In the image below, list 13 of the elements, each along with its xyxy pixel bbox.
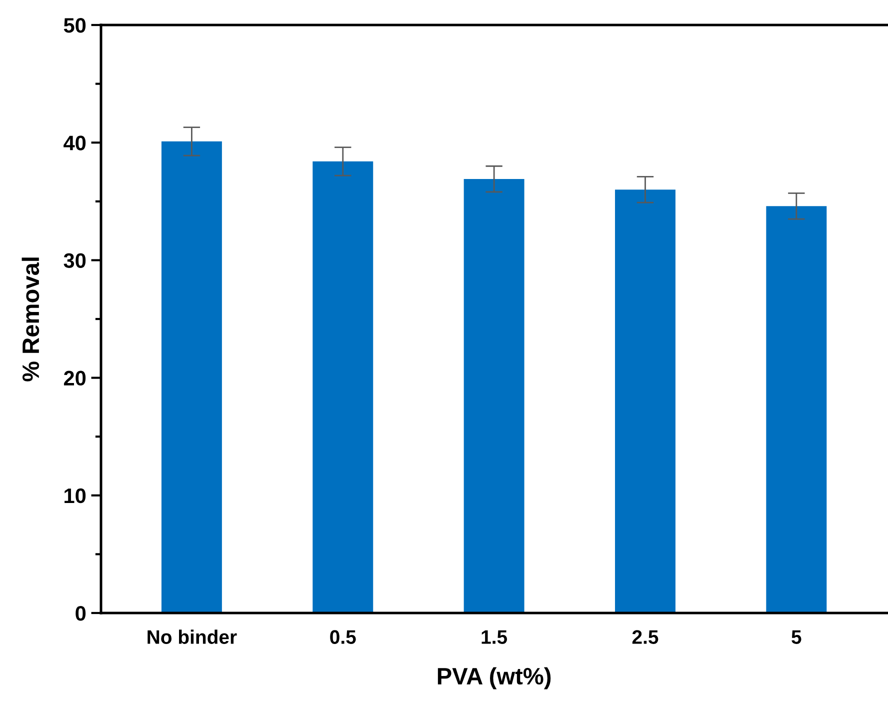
x-tick-label: 1.5 — [482, 630, 508, 644]
x-tick-label: 2.5 — [632, 630, 658, 644]
y-axis-title: % Removal — [22, 258, 40, 382]
x-tick-label: No binder — [148, 630, 237, 644]
x-tick-label: 0.5 — [330, 630, 356, 644]
y-tick-label: 50 — [64, 18, 86, 33]
x-axis-title: PVA (wt%) — [438, 667, 551, 690]
y-tick-label: 0 — [76, 606, 86, 621]
y-tick-label: 30 — [64, 253, 86, 268]
y-tick-label: 20 — [64, 370, 86, 386]
x-tick-label: 5 — [792, 630, 802, 644]
y-tick-label: 10 — [64, 488, 86, 504]
y-tick-label: 40 — [64, 136, 86, 150]
